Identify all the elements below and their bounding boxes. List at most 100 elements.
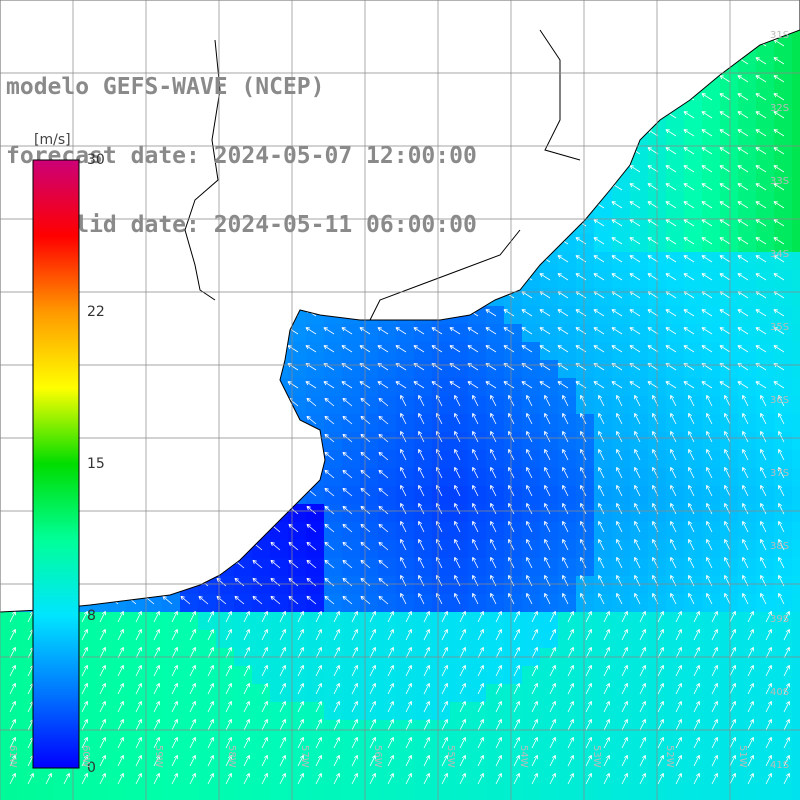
wind-cell [612, 774, 631, 793]
wind-cell [198, 774, 217, 793]
wind-cell [252, 666, 271, 685]
wind-cell [360, 774, 379, 793]
wind-cell [504, 648, 523, 667]
wind-cell [414, 792, 433, 800]
wind-cell [756, 666, 775, 685]
wind-cell [306, 648, 325, 667]
lat-label: 36S [770, 395, 790, 406]
wind-cell [180, 630, 199, 649]
wind-cell [738, 720, 757, 739]
wind-cell [144, 792, 163, 800]
wind-cell [684, 648, 703, 667]
wind-cell [792, 504, 800, 523]
wind-cell [702, 648, 721, 667]
wind-cell [126, 648, 145, 667]
wind-cell [432, 684, 451, 703]
wind-cell [198, 648, 217, 667]
wind-cell [198, 720, 217, 739]
wind-cell [792, 558, 800, 577]
wind-cell [270, 702, 289, 721]
wind-cell [162, 702, 181, 721]
wind-cell [450, 684, 469, 703]
wind-cell [288, 648, 307, 667]
wind-cell [792, 414, 800, 433]
wind-cell [774, 792, 793, 800]
wind-cell [180, 612, 199, 631]
wind-cell [630, 774, 649, 793]
wind-cell [270, 720, 289, 739]
wind-cell [666, 702, 685, 721]
wind-cell [522, 720, 541, 739]
wind-cell [324, 774, 343, 793]
wind-cell [504, 684, 523, 703]
wind-cell [396, 684, 415, 703]
wind-cell [180, 648, 199, 667]
wind-cell [414, 774, 433, 793]
lat-label: 38S [770, 541, 790, 552]
wind-cell [396, 612, 415, 631]
wind-cell [90, 684, 109, 703]
wind-cell [684, 756, 703, 775]
wind-cell [144, 630, 163, 649]
wind-cell [360, 702, 379, 721]
wind-cell [576, 648, 595, 667]
wind-cell [792, 522, 800, 541]
wind-cell [360, 720, 379, 739]
wind-cell [576, 666, 595, 685]
wind-cell [180, 738, 199, 757]
wind-cell [468, 792, 487, 800]
wind-cell [648, 720, 667, 739]
wind-cell [540, 720, 559, 739]
wind-cell [702, 702, 721, 721]
wind-cell [486, 774, 505, 793]
wind-cell [774, 720, 793, 739]
wind-cell [612, 792, 631, 800]
wind-cell [792, 540, 800, 559]
wind-cell [540, 774, 559, 793]
wind-cell [414, 666, 433, 685]
wind-cell [756, 792, 775, 800]
wind-cell [522, 684, 541, 703]
wind-cell [0, 612, 19, 631]
wind-cell [792, 342, 800, 361]
wind-cell [792, 756, 800, 775]
wind-cell [792, 234, 800, 253]
wind-cell [324, 648, 343, 667]
wind-cell [738, 666, 757, 685]
wind-cell [144, 720, 163, 739]
wind-cell [702, 612, 721, 631]
wind-cell [324, 666, 343, 685]
wind-cell [666, 720, 685, 739]
wind-cell [540, 684, 559, 703]
wind-cell [792, 324, 800, 343]
wind-cell [792, 378, 800, 397]
wind-cell [792, 252, 800, 271]
wind-cell [216, 630, 235, 649]
wind-cell [342, 612, 361, 631]
wind-cell [270, 792, 289, 800]
wind-cell [792, 594, 800, 613]
wind-cell [252, 648, 271, 667]
wind-cell [702, 666, 721, 685]
wind-cell [468, 648, 487, 667]
wind-cell [144, 612, 163, 631]
lon-label: 52W [664, 745, 675, 768]
wind-cell [90, 612, 109, 631]
wind-cell [324, 792, 343, 800]
wind-cell [90, 666, 109, 685]
wind-cell [252, 756, 271, 775]
wind-cell [270, 756, 289, 775]
wind-cell [252, 612, 271, 631]
wind-cell [378, 792, 397, 800]
wind-cell [108, 648, 127, 667]
wind-cell [432, 648, 451, 667]
wind-cell [252, 720, 271, 739]
wind-cell [792, 702, 800, 721]
wind-cell [504, 702, 523, 721]
wind-cell [378, 774, 397, 793]
wind-cell [648, 684, 667, 703]
colorbar-gradient [32, 159, 80, 769]
wind-cell [342, 702, 361, 721]
wind-cell [558, 774, 577, 793]
wind-cell [324, 630, 343, 649]
